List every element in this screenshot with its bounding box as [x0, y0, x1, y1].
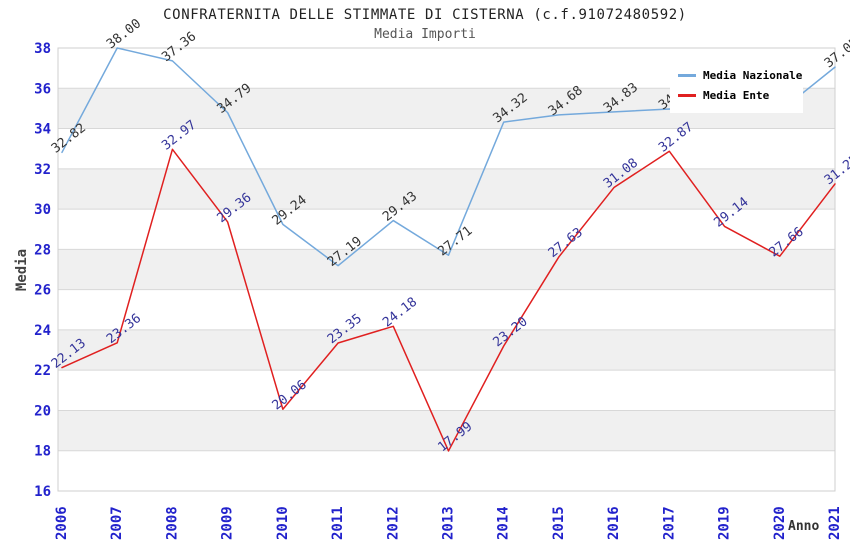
- legend-line-swatch-red-icon: [678, 93, 696, 97]
- x-tick-label: 2017: [661, 506, 677, 540]
- x-tick-label: 2012: [385, 506, 401, 540]
- x-tick-label: 2010: [275, 506, 291, 540]
- chart-title: CONFRATERNITA DELLE STIMMATE DI CISTERNA…: [163, 7, 687, 23]
- data-label: 37.36: [159, 29, 199, 65]
- x-tick-label: 2021: [827, 506, 843, 540]
- y-tick-label: 28: [34, 242, 51, 258]
- plot-band: [58, 249, 835, 290]
- y-tick-label: 26: [34, 283, 51, 299]
- plot-band: [58, 168, 835, 210]
- legend-item-media-ente: Media Ente: [678, 86, 803, 104]
- legend-label-media-nazionale: Media Nazionale: [703, 68, 803, 82]
- x-tick-label: 2006: [54, 506, 70, 540]
- x-tick-label: 2015: [551, 506, 567, 540]
- y-tick-label: 16: [34, 484, 51, 500]
- legend-label-media-ente: Media Ente: [703, 88, 770, 102]
- y-tick-label: 36: [34, 81, 51, 97]
- x-tick-label: 2009: [220, 506, 236, 540]
- y-axis-title: Media: [14, 248, 30, 292]
- y-tick-label: 32: [34, 162, 51, 178]
- data-label: 37.05: [822, 35, 850, 71]
- y-tick-label: 22: [34, 363, 51, 379]
- legend: Media Nazionale Media Ente: [670, 57, 803, 113]
- x-tick-label: 2008: [164, 506, 180, 540]
- y-tick-label: 24: [34, 323, 51, 339]
- x-tick-label: 2007: [109, 506, 125, 540]
- x-tick-label: 2016: [606, 506, 622, 540]
- y-tick-label: 18: [34, 444, 51, 460]
- data-label: 38.00: [104, 16, 144, 52]
- y-tick-label: 34: [34, 122, 51, 138]
- x-tick-label: 2020: [772, 506, 788, 540]
- plot-band: [58, 410, 835, 451]
- x-tick-label: 2014: [496, 506, 512, 540]
- x-tick-label: 2011: [330, 506, 346, 540]
- legend-item-media-nazionale: Media Nazionale: [678, 66, 803, 84]
- y-tick-label: 30: [34, 202, 51, 218]
- legend-line-swatch-blue-icon: [678, 73, 696, 77]
- series-line-media-ente: [61, 148, 836, 452]
- plot-band: [58, 329, 835, 371]
- y-tick-label: 20: [34, 403, 51, 419]
- chart-subtitle: Media Importi: [374, 27, 476, 42]
- y-tick-label: 38: [34, 41, 51, 57]
- x-tick-label: 2013: [441, 506, 457, 540]
- x-axis-title: Anno: [788, 519, 820, 534]
- plot-border: [57, 47, 836, 492]
- x-tick-label: 2019: [717, 506, 733, 540]
- data-label: 24.18: [380, 295, 420, 331]
